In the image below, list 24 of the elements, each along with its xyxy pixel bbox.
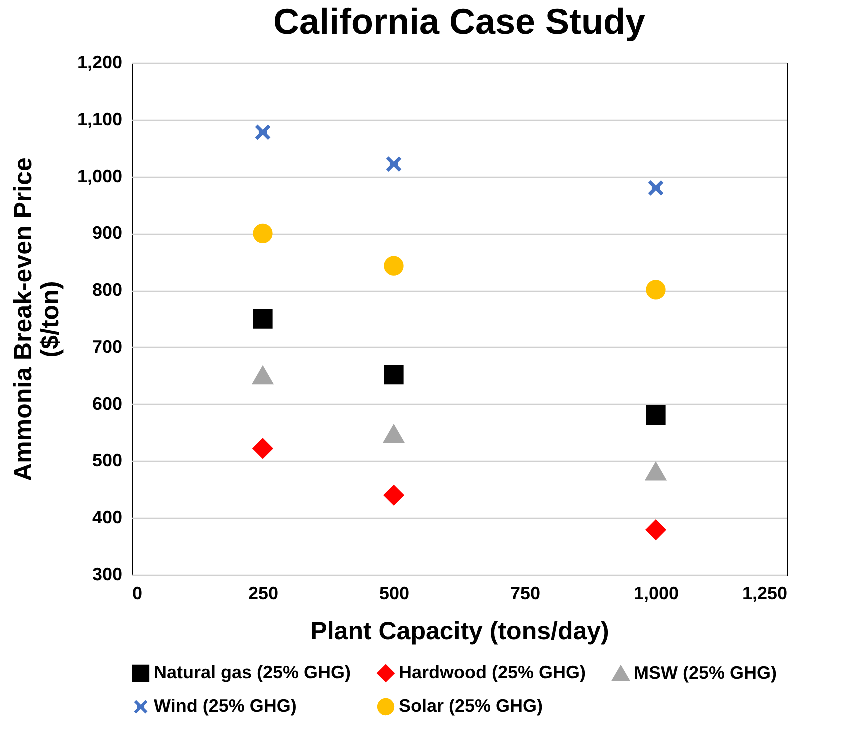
legend-label: Natural gas (25% GHG) (154, 662, 352, 682)
legend-label: Hardwood (25% GHG) (399, 662, 586, 682)
y-tick-label: 300 (92, 564, 122, 584)
x-tick-label: 250 (248, 584, 279, 604)
y-tick-label: 600 (92, 394, 122, 414)
x-axis-title: Plant Capacity (tons/day) (310, 618, 610, 646)
x-tick-label: 750 (510, 584, 541, 604)
y-tick-label: 500 (92, 450, 122, 471)
y-tick-label: 1,000 (77, 166, 122, 186)
x-tick-label: 500 (379, 584, 410, 604)
y-tick-label: 700 (92, 336, 122, 357)
x-tick-label: 0 (132, 584, 143, 604)
chart-title: California Case Study (273, 1, 646, 42)
y-tick-label: 800 (92, 280, 122, 300)
y-tick-label: 1,100 (77, 109, 122, 130)
y-tick-label: 900 (92, 223, 122, 244)
y-tick-label: 1,200 (77, 52, 122, 72)
legend-label: MSW (25% GHG) (634, 662, 778, 683)
legend-label: Solar (25% GHG) (399, 696, 544, 716)
x-tick-label: 1,000 (634, 584, 680, 604)
legend-label: Wind (25% GHG) (154, 696, 297, 716)
x-tick-label: 1,250 (742, 584, 788, 604)
y-axis-title: Ammonia Break-even Price ($/ton) (9, 158, 64, 482)
y-tick-label: 400 (92, 508, 122, 528)
